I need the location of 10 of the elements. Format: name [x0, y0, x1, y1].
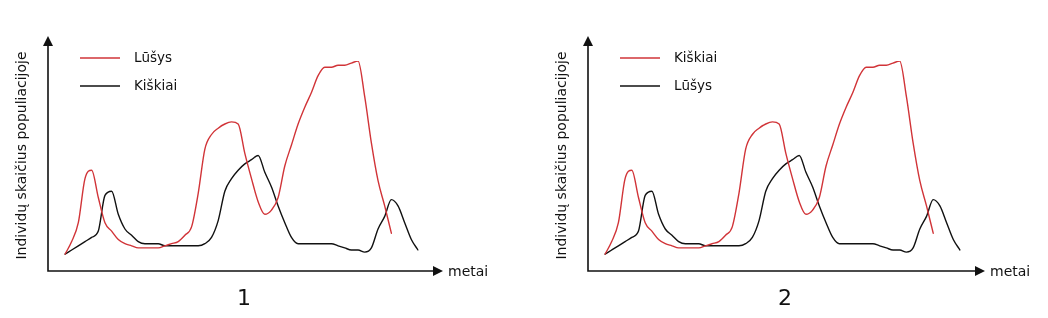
- x-axis-title: metai: [448, 262, 489, 279]
- text: 2: [778, 284, 792, 310]
- legend-label: Kiškiai: [674, 48, 718, 65]
- x-axis-title: metai: [990, 262, 1031, 279]
- legend-label: Lūšys: [674, 76, 713, 93]
- y-axis-title: Individų skaičius populiacijoje: [552, 51, 569, 260]
- y-axis-title: Individų skaičius populiacijoje: [12, 51, 29, 260]
- legend-label: Lūšys: [134, 48, 173, 65]
- legend-label: Kiškiai: [134, 76, 178, 93]
- text: 1: [237, 284, 251, 310]
